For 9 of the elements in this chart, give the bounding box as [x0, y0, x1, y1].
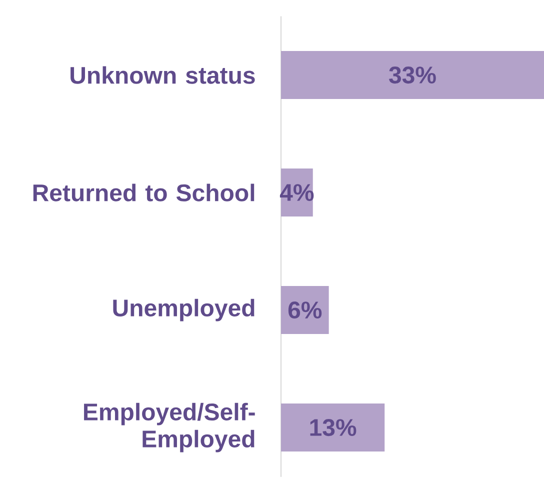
- data-label: 33%: [389, 66, 436, 84]
- y-tick-label: Employed/Self-Employed: [84, 402, 255, 452]
- y-tick-label: Unknown status: [70, 66, 255, 84]
- bar: [281, 51, 544, 100]
- data-label: 13%: [310, 419, 356, 436]
- y-tick-label: Returned to School: [33, 184, 254, 202]
- y-tick-label: Unemployed: [113, 298, 254, 322]
- bar: [281, 404, 385, 452]
- data-label: 6%: [288, 302, 322, 319]
